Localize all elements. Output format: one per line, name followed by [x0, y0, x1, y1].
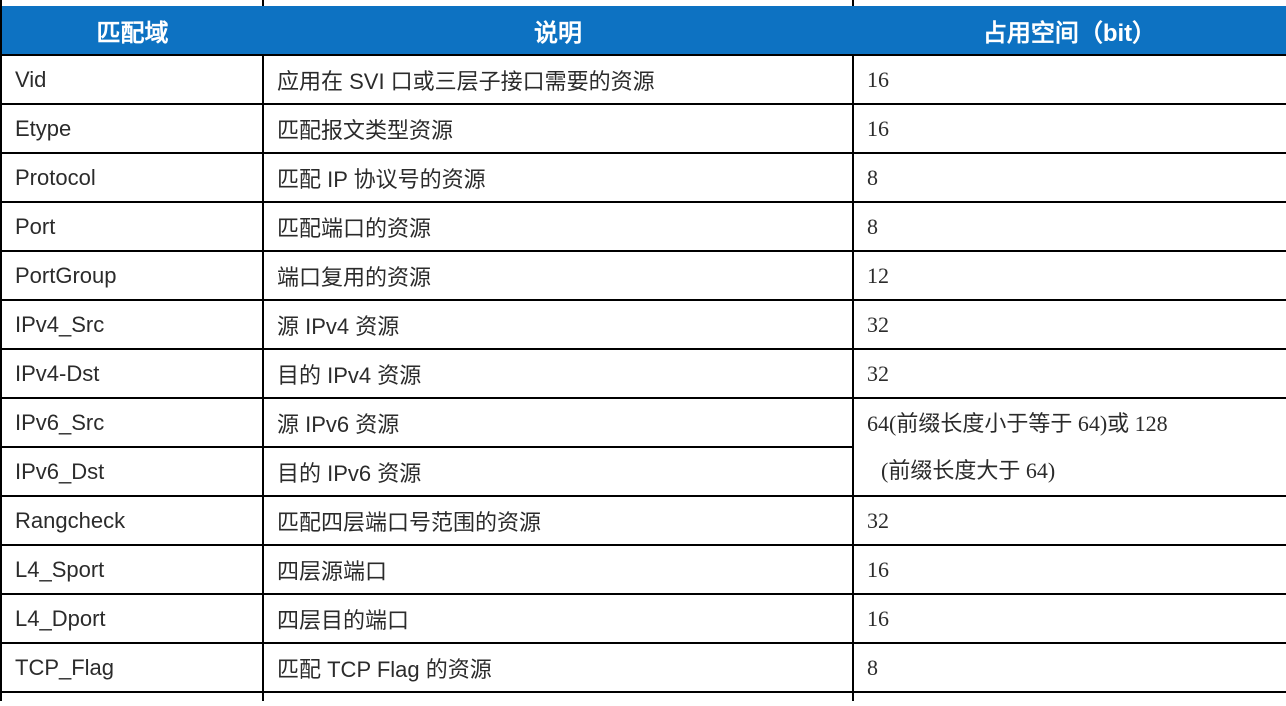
bits-cell: 8 [852, 201, 1286, 252]
table-row: Protocol 匹配 IP 协议号的资源 8 [0, 152, 1286, 203]
header-cell-field: 匹配域 [0, 6, 263, 55]
table-row: Etype 匹配报文类型资源 16 [0, 103, 1286, 154]
bits-cell: 8 [852, 642, 1286, 693]
table-row: TCP_Flag 匹配 TCP Flag 的资源 8 [0, 642, 1286, 693]
table-row: Port 匹配端口的资源 8 [0, 201, 1286, 252]
table-row: IPv4_Src 源 IPv4 资源 32 [0, 299, 1286, 350]
desc-cell: 匹配 TCP Flag 的资源 [262, 642, 854, 693]
desc-cell: 端口复用的资源 [262, 250, 854, 301]
bits-cell: 16 [852, 544, 1286, 595]
field-cell: Etype [0, 103, 264, 154]
bits-cell: 32 [852, 348, 1286, 399]
field-cell: TCP_Flag [0, 642, 264, 693]
field-cell: IPv6_Src [0, 397, 264, 448]
table-row: IPv6_Src 源 IPv6 资源 64(前缀长度小于等于 64)或 128 … [0, 397, 1286, 497]
bottom-crop-strip [0, 692, 1286, 701]
table-row: Vid 应用在 SVI 口或三层子接口需要的资源 16 [0, 54, 1286, 105]
header-cell-bits: 占用空间（bit） [853, 6, 1286, 55]
table-row: IPv4-Dst 目的 IPv4 资源 32 [0, 348, 1286, 399]
field-cell: PortGroup [0, 250, 264, 301]
table-row: PortGroup 端口复用的资源 12 [0, 250, 1286, 301]
bits-cell: 32 [852, 495, 1286, 546]
field-cell: IPv4_Src [0, 299, 264, 350]
header-row: 匹配域 说明 占用空间（bit） [0, 6, 1286, 55]
desc-cell: 目的 IPv6 资源 [262, 446, 854, 497]
field-cell: L4_Sport [0, 544, 264, 595]
header-cell-description: 说明 [263, 6, 853, 55]
field-cell: Port [0, 201, 264, 252]
desc-cell: 匹配 IP 协议号的资源 [262, 152, 854, 203]
table-row: Rangcheck 匹配四层端口号范围的资源 32 [0, 495, 1286, 546]
field-cell: L4_Dport [0, 593, 264, 644]
field-cell: Protocol [0, 152, 264, 203]
field-cell: Vid [0, 54, 264, 105]
desc-cell: 匹配四层端口号范围的资源 [262, 495, 854, 546]
desc-cell: 匹配报文类型资源 [262, 103, 854, 154]
desc-cell: 源 IPv4 资源 [262, 299, 854, 350]
table-row: IPv6_Dst 目的 IPv6 资源 [0, 446, 1286, 497]
field-cell: Rangcheck [0, 495, 264, 546]
desc-cell: 四层源端口 [262, 544, 854, 595]
desc-cell: 目的 IPv4 资源 [262, 348, 854, 399]
bits-cell-merged: 64(前缀长度小于等于 64)或 128 (前缀长度大于 64) [852, 397, 1286, 497]
merged-bits-line2: (前缀长度大于 64) [881, 458, 1056, 483]
desc-cell: 应用在 SVI 口或三层子接口需要的资源 [262, 54, 854, 105]
desc-cell: 匹配端口的资源 [262, 201, 854, 252]
table-row: L4_Sport 四层源端口 16 [0, 544, 1286, 595]
table-row: L4_Dport 四层目的端口 16 [0, 593, 1286, 644]
bits-cell: 32 [852, 299, 1286, 350]
bits-cell: 16 [852, 54, 1286, 105]
bits-cell: 16 [852, 593, 1286, 644]
desc-cell: 源 IPv6 资源 [262, 397, 854, 448]
bits-cell: 16 [852, 103, 1286, 154]
field-cell: IPv6_Dst [0, 446, 264, 497]
desc-cell: 四层目的端口 [262, 593, 854, 644]
bits-cell: 12 [852, 250, 1286, 301]
merged-bits-line1: 64(前缀长度小于等于 64)或 128 [867, 411, 1168, 436]
field-cell: IPv4-Dst [0, 348, 264, 399]
bits-cell: 8 [852, 152, 1286, 203]
